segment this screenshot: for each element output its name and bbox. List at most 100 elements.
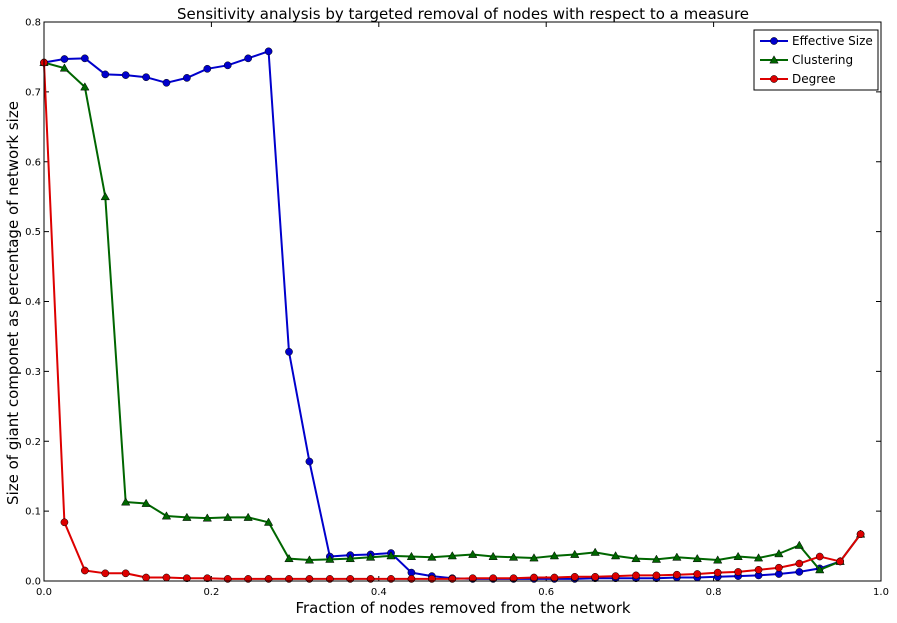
- data-point: [60, 55, 69, 63]
- data-point: [101, 569, 110, 578]
- plot-frame: [43, 21, 882, 582]
- data-point: [406, 551, 417, 560]
- data-point: [488, 551, 498, 560]
- data-point: [489, 574, 497, 583]
- data-point: [508, 552, 519, 561]
- x-tick-label: 0.0: [36, 587, 52, 598]
- data-point: [468, 574, 477, 583]
- data-point: [162, 78, 171, 87]
- y-tick-label: 0.7: [25, 87, 41, 98]
- y-axis-title: Size of giant componet as percentage of …: [4, 101, 22, 505]
- series-degree: [40, 58, 865, 583]
- data-point: [652, 571, 661, 580]
- data-point: [325, 554, 335, 563]
- data-point: [795, 559, 804, 568]
- data-point: [733, 551, 743, 560]
- y-tick-label: 0.4: [25, 297, 41, 308]
- data-point: [345, 553, 355, 563]
- data-point: [142, 573, 150, 582]
- data-point: [305, 457, 314, 466]
- x-tick-label: 0.2: [203, 587, 219, 598]
- legend-label: Effective Size: [792, 34, 873, 48]
- data-point: [468, 549, 478, 558]
- data-point: [753, 553, 764, 562]
- data-point: [775, 563, 783, 572]
- data-point: [856, 530, 865, 539]
- data-point: [754, 565, 763, 574]
- y-tick-label: 0.2: [25, 437, 41, 448]
- data-point: [80, 82, 90, 91]
- data-point: [769, 55, 779, 64]
- y-tick-label: 0.8: [25, 18, 41, 29]
- data-point: [244, 54, 252, 63]
- data-point: [60, 518, 69, 527]
- y-tick-label: 0.0: [25, 577, 41, 588]
- data-point: [80, 54, 89, 63]
- data-point: [427, 552, 437, 561]
- data-point: [713, 555, 723, 564]
- data-point: [815, 565, 825, 574]
- legend-item: Effective Size: [760, 34, 873, 48]
- y-tick-label: 0.6: [25, 157, 41, 168]
- data-point: [651, 554, 662, 563]
- data-point: [285, 347, 293, 356]
- plot-area: 0.0 0.2 0.4 0.6 0.8 1.0 0.0 0.1 0.2 0.3 0.4 0.5 0.6 0…: [25, 18, 889, 599]
- data-point: [100, 191, 110, 201]
- data-point: [692, 553, 702, 563]
- data-point: [815, 552, 824, 561]
- data-point: [550, 573, 559, 582]
- data-point: [142, 73, 150, 82]
- data-point: [223, 61, 232, 70]
- data-point: [203, 64, 212, 73]
- data-point: [263, 517, 274, 526]
- y-tick-label: 0.1: [25, 507, 41, 518]
- data-point: [284, 553, 294, 563]
- series-line: [43, 50, 862, 580]
- legend-label: Degree: [792, 72, 836, 86]
- data-point: [264, 47, 273, 56]
- data-point: [611, 572, 620, 580]
- data-point: [202, 513, 212, 522]
- data-point: [101, 70, 110, 79]
- data-point: [591, 572, 600, 581]
- data-point: [570, 549, 580, 558]
- data-point: [770, 37, 778, 45]
- data-point: [80, 566, 89, 575]
- data-point: [161, 511, 172, 520]
- data-point: [59, 63, 70, 72]
- data-point: [447, 551, 457, 560]
- data-point: [182, 512, 192, 521]
- data-point: [121, 569, 130, 578]
- chart-title: Sensitivity analysis by targeted removal…: [177, 5, 749, 23]
- data-point: [530, 573, 538, 582]
- data-point: [529, 553, 539, 562]
- data-point: [673, 570, 681, 579]
- data-point: [713, 568, 722, 577]
- data-point: [509, 574, 518, 583]
- series-line: [43, 61, 862, 571]
- data-point: [183, 74, 191, 82]
- data-point: [549, 551, 560, 560]
- data-point: [570, 572, 579, 581]
- data-point: [162, 573, 171, 582]
- data-point: [794, 540, 804, 549]
- data-point: [672, 552, 682, 561]
- data-point: [795, 568, 804, 576]
- x-tick-label: 1.0: [873, 587, 889, 598]
- data-point: [610, 551, 621, 560]
- data-point: [304, 555, 315, 564]
- x-tick-label: 0.6: [538, 587, 554, 598]
- data-point: [183, 574, 191, 583]
- data-point: [365, 552, 376, 561]
- data-point: [631, 553, 641, 563]
- x-axis-title: Fraction of nodes removed from the netwo…: [295, 599, 630, 617]
- x-tick-label: 0.8: [706, 587, 722, 598]
- y-tick-label: 0.3: [25, 367, 41, 378]
- data-point: [223, 512, 233, 521]
- data-point: [693, 570, 702, 578]
- data-point: [203, 574, 212, 583]
- data-point: [770, 75, 778, 83]
- data-point: [141, 498, 151, 507]
- series-line: [43, 62, 862, 580]
